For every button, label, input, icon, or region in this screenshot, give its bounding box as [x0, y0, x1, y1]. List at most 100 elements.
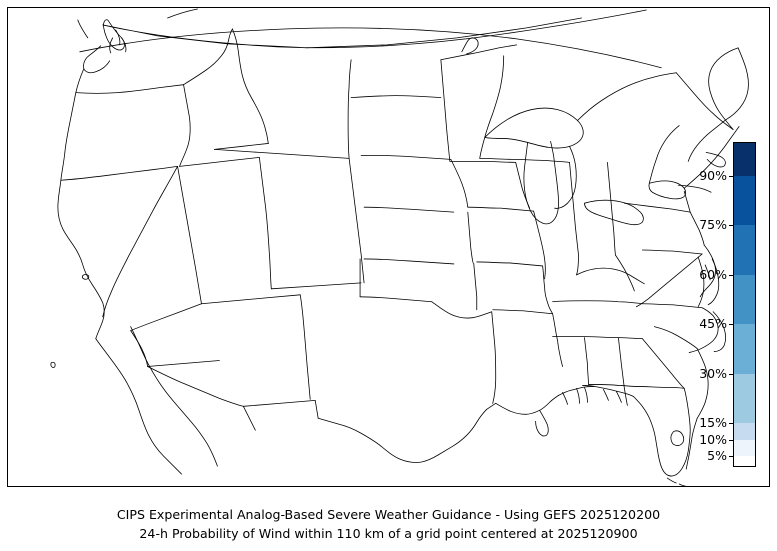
wyoming-nebraska-line [348, 157, 365, 284]
kansas-oklahoma-line [363, 258, 455, 265]
new-mexico-texas-line [306, 366, 319, 419]
south-carolina-georgia-line [641, 338, 685, 389]
colorbar-band [734, 439, 755, 457]
montana-north-dakota-line [347, 59, 352, 159]
south-dakota-minnesota-line [446, 131, 451, 162]
texas-mexico-border [317, 417, 439, 463]
nebraska-kansas-line [363, 206, 455, 213]
probability-colorbar[interactable]: 5% 10% 15% 30% 45% 60% 75% 90% [699, 142, 756, 467]
arizona-new-mexico-line [147, 360, 220, 367]
maine-canada-border [708, 47, 739, 130]
washington-oregon-coast [64, 68, 85, 153]
iowa-missouri-line [467, 206, 535, 212]
florida-peninsula [632, 388, 691, 477]
mexico-interior [242, 405, 256, 431]
colorado-new-mexico-line [299, 294, 308, 367]
caption-line-1: CIPS Experimental Analog-Based Severe We… [116, 507, 661, 522]
colorbar-tick [729, 423, 734, 425]
north-carolina-south-carolina-line [653, 326, 698, 349]
outer-banks [712, 311, 727, 352]
lake-okeechobee [670, 430, 685, 446]
colorbar-tick-label: 45% [699, 316, 727, 332]
mid-atlantic-coast [699, 244, 716, 298]
wisconsin-illinois-line [479, 157, 570, 163]
idaho-wyoming-line [214, 143, 269, 150]
colorbar-tick-label: 30% [699, 365, 727, 381]
north-dakota-minnesota-line [440, 59, 448, 132]
pennsylvania-east-line [689, 211, 705, 246]
colorbar-tick [729, 456, 734, 458]
colorbar-tick-label: 90% [699, 167, 727, 183]
lake-huron [554, 146, 577, 209]
forty-ninth-parallel [79, 27, 662, 69]
kansas-missouri-line [467, 211, 475, 265]
north-carolina-coast [688, 307, 719, 353]
missouri-arkansas-line [476, 261, 543, 267]
utah-colorado-line [258, 156, 272, 290]
arkansas-mississippi-line [542, 265, 553, 315]
colorbar-band [734, 456, 755, 466]
minnesota-canada-border [440, 44, 518, 61]
illinois-indiana-line [569, 161, 579, 276]
wyoming-colorado-line [270, 282, 362, 290]
utah-arizona-line [201, 294, 301, 305]
long-island [677, 184, 712, 193]
colorbar-band [734, 175, 755, 226]
colorbar-tick [729, 274, 734, 276]
tennessee-south-line [552, 336, 643, 340]
missouri-illinois-line [533, 210, 546, 280]
oregon-california-line [60, 165, 178, 181]
lake-superior [484, 107, 584, 149]
colorbar-band [734, 143, 755, 176]
oklahoma-arkansas-line [473, 263, 478, 311]
canada-outline-north [77, 8, 198, 39]
map-axes[interactable] [7, 7, 770, 487]
colorbar-band [734, 423, 755, 440]
idaho-montana-line-2 [232, 28, 269, 144]
conus-map [50, 8, 749, 486]
florida-gulf-coast [582, 385, 634, 397]
west-virginia-virginia-line [635, 253, 703, 308]
mobile-bay [576, 387, 588, 404]
colorbar-tick [729, 175, 734, 177]
colorbar-tick [729, 439, 734, 441]
lake-erie [584, 199, 644, 226]
new-england-coast [687, 119, 727, 162]
red-river-border [431, 301, 493, 319]
montana-wyoming-line [214, 149, 350, 159]
delmarva-peninsula [707, 258, 720, 306]
caption-line-2: 24-h Probability of Wind within 110 km o… [139, 526, 638, 541]
gulf-coast-detail [562, 389, 622, 405]
channel-islands [81, 274, 90, 280]
map-geometry [50, 8, 749, 486]
california-arizona-line [130, 330, 149, 367]
colorbar-tick [729, 373, 734, 375]
lake-michigan [523, 141, 559, 225]
puget-sound-detail [109, 29, 127, 54]
nevada-utah-line [177, 165, 202, 305]
ohio-river-kentucky [576, 267, 645, 285]
idaho-montana-line [183, 28, 233, 86]
georgia-florida-line [635, 386, 685, 389]
minnesota-iowa-line [449, 160, 517, 163]
nebraska-iowa-line [450, 158, 469, 208]
lake-ontario [648, 180, 686, 200]
virginia-north-carolina-line [641, 303, 703, 309]
oregon-idaho-line [179, 84, 191, 167]
colorbar-band [734, 373, 755, 424]
arizona-mexico-line [147, 366, 244, 407]
chesapeake-bay [697, 256, 711, 308]
pennsylvania-new-york-east [683, 190, 691, 213]
oklahoma-texas-line [359, 296, 433, 303]
ohio-west-virginia-line [615, 254, 635, 292]
north-dakota-south-dakota-line [350, 95, 442, 99]
iowa-illinois-line [515, 161, 531, 209]
kentucky-tennessee-line [552, 300, 643, 305]
arkansas-louisiana-line [492, 309, 553, 315]
pennsylvania-maryland-line [641, 249, 703, 255]
louisiana-mississippi-line [552, 313, 563, 367]
new-york-canada-line [648, 125, 680, 184]
washington-oregon-line [75, 84, 184, 94]
texas-louisiana-line [491, 311, 497, 404]
